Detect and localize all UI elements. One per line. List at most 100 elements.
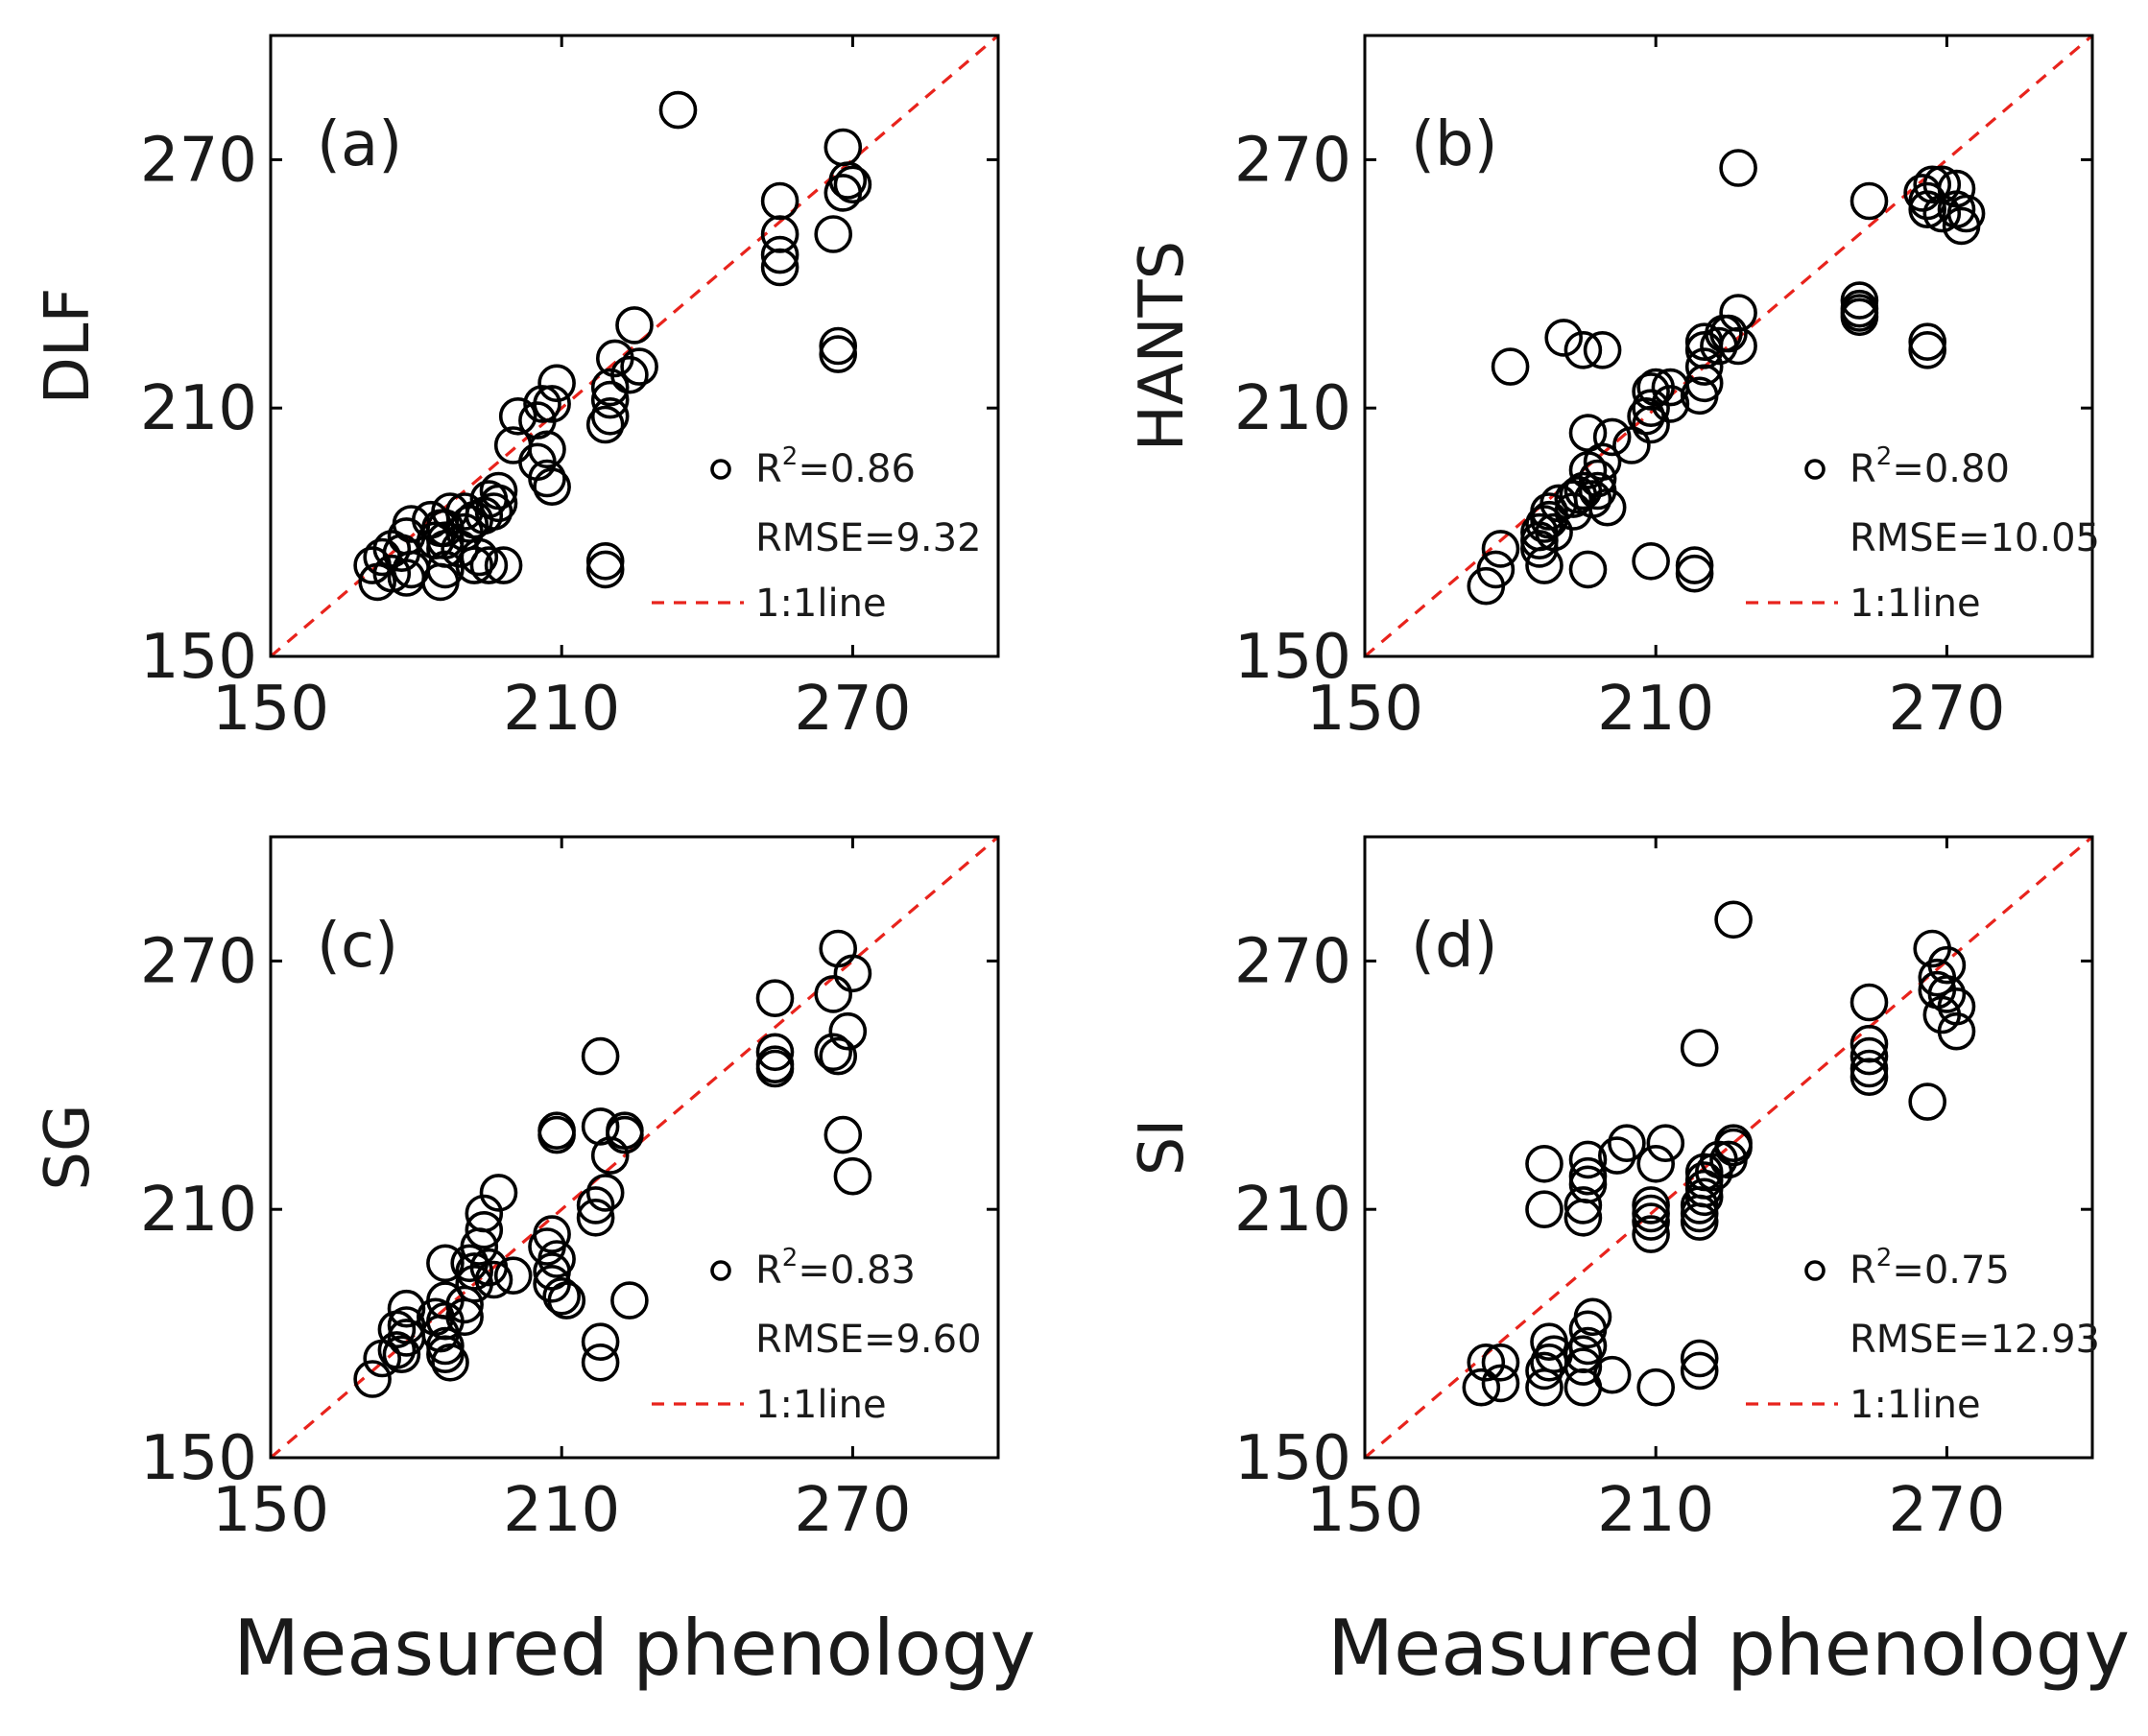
data-point bbox=[1927, 975, 1967, 1013]
data-point bbox=[1544, 319, 1583, 357]
data-point bbox=[426, 1335, 465, 1373]
data-point bbox=[469, 546, 509, 584]
data-point bbox=[377, 1331, 417, 1369]
data-point bbox=[590, 1136, 630, 1175]
data-point bbox=[353, 546, 392, 584]
data-point bbox=[1525, 1145, 1563, 1183]
legend-r2: R2=0.83 bbox=[755, 1244, 916, 1293]
data-point bbox=[581, 1036, 620, 1076]
data-point bbox=[1632, 1202, 1670, 1241]
data-point bbox=[1525, 546, 1563, 584]
data-point bbox=[1530, 1344, 1568, 1382]
data-point bbox=[1608, 1124, 1646, 1162]
axes-box bbox=[1363, 34, 2094, 658]
y-tick-label: 210 bbox=[140, 1175, 257, 1246]
data-point bbox=[823, 174, 863, 212]
data-point bbox=[590, 396, 630, 436]
data-point bbox=[1680, 1339, 1719, 1378]
legend-rmse: RMSE=9.60 bbox=[755, 1318, 982, 1362]
data-point bbox=[528, 459, 566, 498]
data-point bbox=[581, 1107, 620, 1146]
legend-r2-value: =0.83 bbox=[798, 1248, 916, 1293]
data-point bbox=[620, 347, 658, 386]
data-point bbox=[1700, 326, 1738, 366]
scatter-panel-2: 150 210 270 150 210 270 HANTS (b) R2=0.80 RMSE=10… bbox=[1127, 34, 2100, 745]
data-point bbox=[1554, 480, 1593, 518]
data-point bbox=[431, 1344, 469, 1382]
data-point bbox=[542, 1277, 582, 1316]
data-point bbox=[1568, 1165, 1608, 1204]
data-point bbox=[1568, 1156, 1608, 1196]
data-point bbox=[760, 235, 800, 274]
data-point bbox=[1922, 194, 1962, 233]
scatter-panel-3: 150 210 270 150 210 270 SG (c) R2=0.83 RMSE=9.60 1… bbox=[33, 835, 1000, 1546]
data-point bbox=[590, 380, 630, 419]
data-point bbox=[1563, 471, 1603, 511]
one-to-one-line bbox=[269, 835, 1000, 1460]
data-point bbox=[1913, 165, 1951, 204]
data-point bbox=[1942, 206, 1981, 246]
data-point bbox=[1563, 1186, 1603, 1225]
panel-tag: (a) bbox=[317, 109, 402, 180]
data-point bbox=[1636, 368, 1675, 407]
data-point bbox=[833, 1156, 872, 1196]
data-point bbox=[610, 1281, 649, 1320]
data-point bbox=[1563, 1199, 1603, 1237]
data-point bbox=[1525, 1367, 1563, 1407]
data-point bbox=[576, 1199, 615, 1237]
legend-marker bbox=[1804, 1260, 1826, 1281]
data-point bbox=[1554, 492, 1593, 531]
legend-rmse: RMSE=9.32 bbox=[755, 516, 982, 560]
legend-r2: R2=0.75 bbox=[1850, 1244, 2010, 1293]
y-axis-label: SI bbox=[1127, 1119, 1198, 1177]
data-point bbox=[814, 975, 853, 1013]
data-point bbox=[450, 1244, 489, 1283]
data-point bbox=[814, 215, 853, 253]
data-point bbox=[1709, 1140, 1748, 1179]
x-tick-label: 150 bbox=[1306, 1475, 1423, 1546]
data-point bbox=[1525, 1190, 1563, 1228]
y-tick-label: 210 bbox=[1234, 373, 1351, 444]
legend-r2-value: =0.75 bbox=[1892, 1248, 2010, 1293]
y-tick-label: 270 bbox=[1234, 926, 1351, 997]
data-point bbox=[1675, 554, 1714, 593]
data-point bbox=[1680, 1029, 1719, 1067]
data-point bbox=[1850, 983, 1889, 1022]
panel-tag: (b) bbox=[1411, 109, 1498, 180]
data-point bbox=[1583, 330, 1622, 369]
x-axis-label-left: Measured phenology bbox=[233, 1604, 1036, 1693]
legend-rmse: RMSE=12.93 bbox=[1850, 1318, 2100, 1362]
data-point bbox=[1908, 190, 1946, 228]
data-point bbox=[1467, 566, 1506, 606]
axes-box bbox=[269, 34, 1000, 658]
data-point bbox=[1520, 521, 1559, 560]
data-point bbox=[1840, 281, 1879, 320]
x-tick-label: 270 bbox=[794, 674, 911, 745]
y-axis-label: DLF bbox=[33, 288, 104, 405]
legend-rmse: RMSE=10.05 bbox=[1850, 516, 2100, 560]
data-point bbox=[585, 541, 625, 581]
data-point bbox=[469, 480, 509, 518]
data-point bbox=[1908, 181, 1946, 221]
data-point bbox=[1481, 1344, 1520, 1382]
one-to-one-line bbox=[1363, 34, 2094, 658]
data-point bbox=[1632, 1215, 1670, 1253]
data-point bbox=[760, 248, 800, 287]
data-point bbox=[1592, 1355, 1632, 1394]
legend-r2-value: =0.86 bbox=[798, 447, 916, 491]
data-point bbox=[1937, 1011, 1976, 1051]
data-point bbox=[576, 1186, 615, 1225]
x-tick-label: 210 bbox=[503, 674, 620, 745]
data-point bbox=[1680, 1194, 1719, 1233]
scatter-panel-4: 150 210 270 150 210 270 SI (d) R2=0.75 RMSE=12.93… bbox=[1127, 835, 2100, 1546]
data-point bbox=[1646, 1124, 1685, 1162]
data-point bbox=[1481, 1364, 1520, 1403]
data-point bbox=[1684, 347, 1724, 386]
data-point bbox=[1680, 1202, 1719, 1241]
axes-box bbox=[269, 835, 1000, 1460]
data-point bbox=[1680, 1351, 1719, 1391]
x-tick-label: 210 bbox=[503, 1475, 620, 1546]
data-point bbox=[1675, 546, 1714, 584]
x-tick-label: 210 bbox=[1597, 1475, 1714, 1546]
data-point bbox=[1850, 181, 1889, 221]
